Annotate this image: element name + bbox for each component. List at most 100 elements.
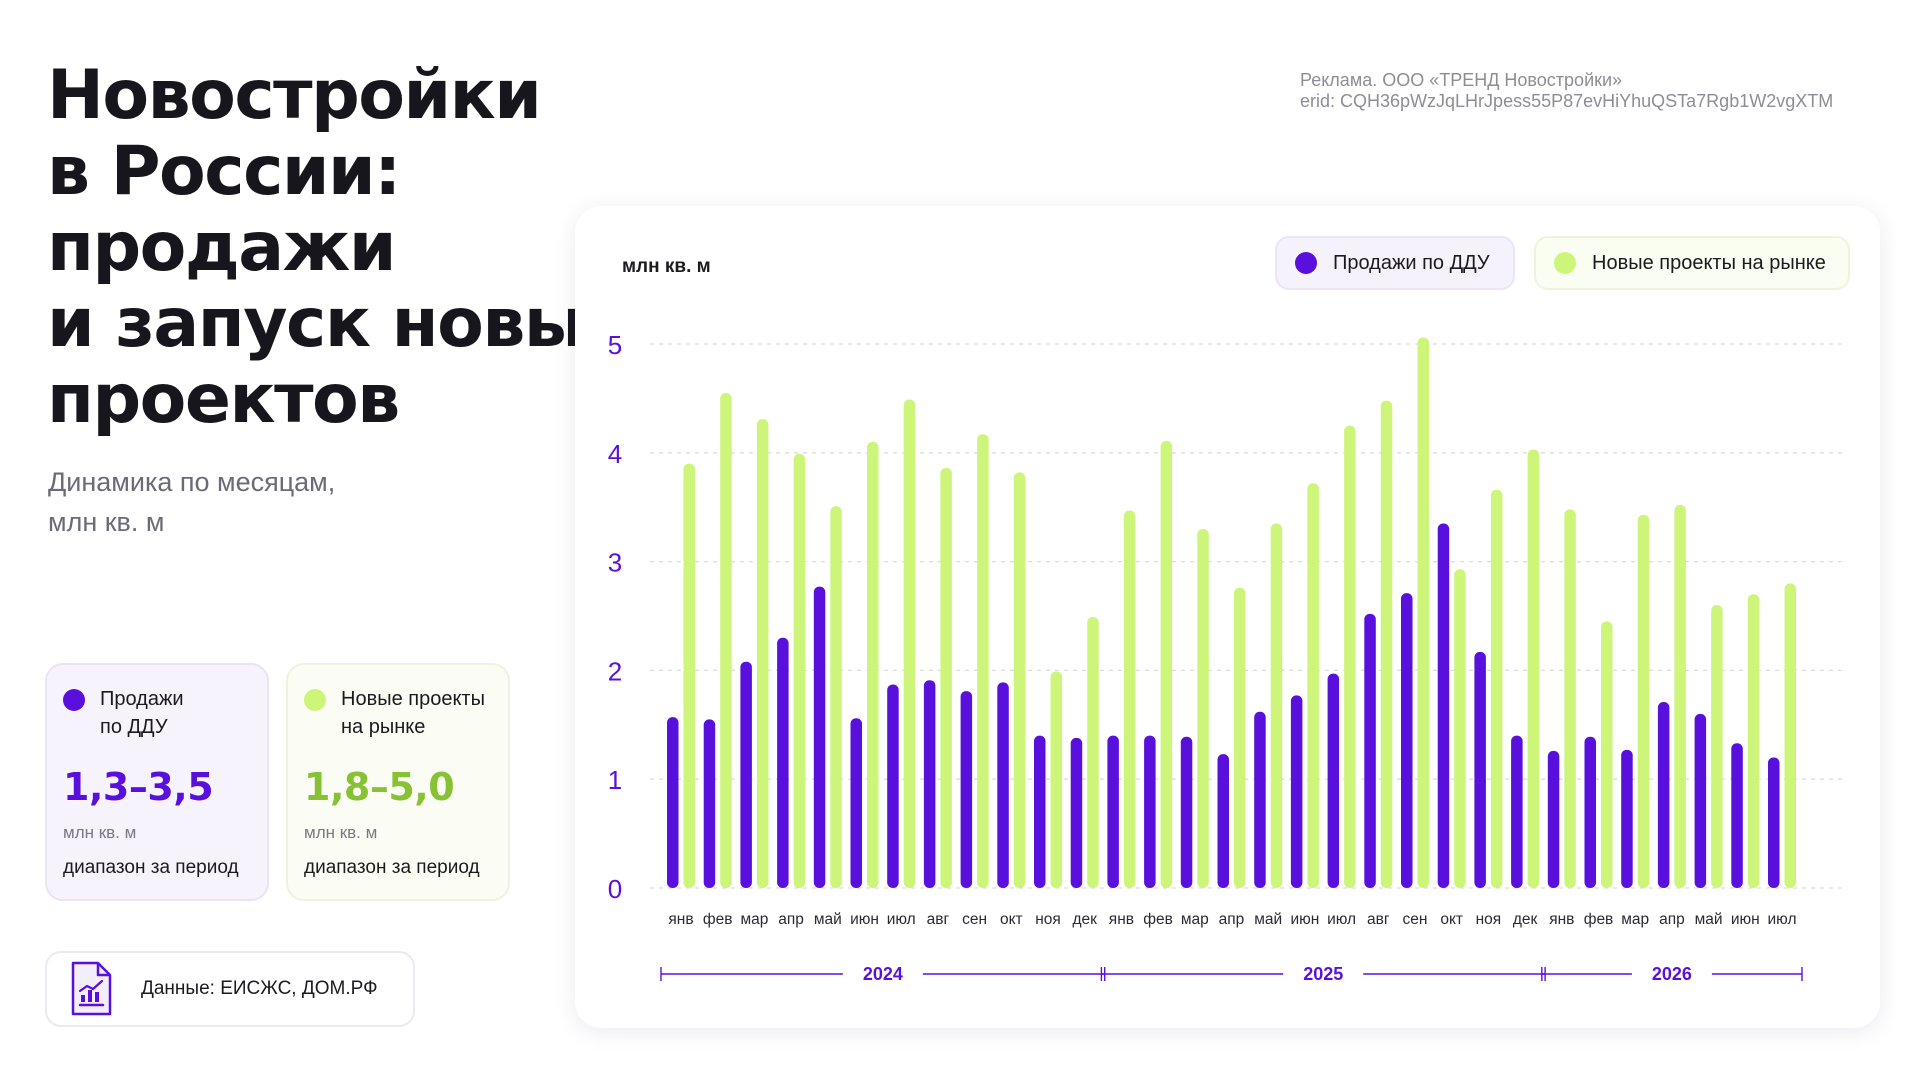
bar-sales	[1401, 593, 1413, 888]
bar-sales	[1584, 736, 1596, 888]
bar-sales	[850, 718, 862, 888]
bar-new-projects	[1490, 489, 1503, 888]
bar-new-projects	[1050, 671, 1062, 888]
ad-disclaimer: Реклама. ООО «ТРЕНД Новостройки» erid: C…	[1300, 70, 1833, 112]
bar-new-projects	[1307, 483, 1319, 888]
page-subtitle: Динамика по месяцам, млн кв. м	[48, 462, 468, 542]
x-tick-month: мар	[1181, 911, 1209, 928]
bar-new-projects	[1380, 400, 1393, 888]
ad-erid: erid: CQH36pWzJqLHrJpess55P87evHiYhuQSTa…	[1300, 91, 1834, 111]
bar-sales	[1290, 695, 1303, 888]
bar-new-projects	[1527, 449, 1540, 888]
bar-new-projects	[1123, 510, 1136, 888]
bar-sales	[1180, 736, 1193, 888]
purple-dot-icon	[1295, 252, 1317, 274]
title-line: и запуск новых	[47, 284, 628, 363]
bar-new-projects	[1637, 514, 1650, 888]
bar-new-projects	[1417, 337, 1429, 888]
bar-sales	[960, 691, 973, 888]
x-tick-month: июн	[1731, 911, 1760, 928]
document-chart-icon	[71, 961, 112, 1016]
stat-card-header: Новые проекты на рынке	[304, 685, 492, 741]
bar-new-projects	[830, 506, 842, 888]
x-tick-month: янв	[668, 911, 693, 928]
legend-item-new-projects[interactable]: Новые проекты на рынке	[1534, 236, 1850, 290]
stat-unit: млн кв. м	[304, 823, 378, 842]
x-tick-month: сен	[962, 911, 987, 928]
x-tick-month: янв	[1549, 911, 1574, 928]
bar-sales	[923, 680, 936, 888]
bar-sales	[667, 717, 679, 888]
x-tick-month: авг	[927, 911, 950, 928]
bar-sales	[777, 637, 789, 888]
x-tick-month: дек	[1513, 911, 1538, 928]
x-tick-month: фев	[1143, 911, 1173, 928]
stat-unit: млн кв. м	[63, 823, 137, 842]
bar-sales	[1107, 735, 1119, 888]
x-tick-month: июн	[850, 911, 879, 928]
year-label: 2026	[1652, 964, 1692, 984]
y-tick-label: 3	[608, 548, 622, 578]
y-tick-label: 5	[608, 330, 622, 360]
year-label: 2025	[1303, 964, 1343, 984]
x-tick-month: авг	[1367, 911, 1390, 928]
bar-sales	[1364, 613, 1376, 888]
bar-sales	[740, 661, 752, 888]
sales-stat-card: Продажи по ДДУ 1,3–3,5 млн кв. м диапазо…	[45, 663, 269, 901]
bar-sales	[1657, 701, 1670, 888]
y-axis-label: млн кв. м	[622, 256, 711, 277]
stat-label-line: на рынке	[341, 716, 426, 738]
legend-label: Новые проекты на рынке	[1592, 251, 1826, 274]
x-tick-month: июл	[1768, 911, 1797, 928]
stat-card-header: Продажи по ДДУ	[63, 685, 251, 741]
bar-sales	[1254, 711, 1266, 888]
x-tick-month: фев	[703, 911, 733, 928]
x-tick-month: ноя	[1035, 911, 1061, 928]
bar-new-projects	[683, 463, 695, 888]
bar-sales	[1437, 523, 1450, 888]
bar-sales	[1547, 750, 1560, 888]
purple-dot-icon	[63, 689, 85, 711]
x-axis-months: янв фев мар апр май июн июл авг сен окт ноя дек янв ф…	[668, 911, 1796, 928]
stat-label-line: Продажи	[100, 688, 184, 710]
x-tick-month: окт	[1000, 911, 1023, 928]
x-tick-month: апр	[1659, 911, 1685, 928]
bar-new-projects	[793, 453, 806, 888]
legend-label: Продажи по ДДУ	[1333, 251, 1490, 274]
stat-label: Новые проекты на рынке	[341, 685, 485, 741]
bar-sales	[1034, 735, 1046, 888]
stat-label-line: Новые проекты	[341, 688, 485, 710]
x-axis-years: 2024 2025 2026	[660, 964, 1803, 984]
bar-sales	[997, 682, 1009, 888]
data-source-text: Данные: ЕИСЖС, ДОМ.РФ	[141, 978, 378, 999]
stat-period: диапазон за период	[304, 857, 480, 878]
bar-new-projects	[903, 399, 916, 888]
y-axis-ticks: 0 1 2 3 4 5	[608, 330, 622, 904]
bar-sales	[1144, 735, 1156, 888]
bar-new-projects	[1747, 594, 1760, 888]
x-tick-month: ноя	[1476, 911, 1502, 928]
grid-lines	[650, 343, 1847, 889]
bar-new-projects	[1234, 587, 1246, 888]
bar-new-projects	[1270, 523, 1283, 888]
legend-item-sales[interactable]: Продажи по ДДУ	[1275, 236, 1515, 290]
subtitle-line: млн кв. м	[48, 507, 165, 537]
stat-label-line: по ДДУ	[100, 716, 168, 738]
bar-new-projects	[756, 419, 769, 888]
bar-new-projects	[1784, 583, 1796, 888]
bar-sales	[1511, 735, 1523, 888]
x-tick-month: мар	[740, 911, 768, 928]
x-tick-month: май	[814, 911, 842, 928]
bar-new-projects	[1160, 440, 1173, 888]
data-source-box: Данные: ЕИСЖС, ДОМ.РФ	[45, 951, 415, 1027]
bar-new-projects	[1601, 621, 1613, 888]
bar-new-projects	[977, 434, 989, 888]
title-line: Новостройки	[47, 56, 542, 135]
x-tick-month: мар	[1621, 911, 1649, 928]
bar-new-projects	[1564, 509, 1576, 888]
stat-range: 1,3–3,5	[63, 765, 214, 809]
x-tick-month: окт	[1440, 911, 1463, 928]
bar-new-projects	[1013, 472, 1026, 888]
